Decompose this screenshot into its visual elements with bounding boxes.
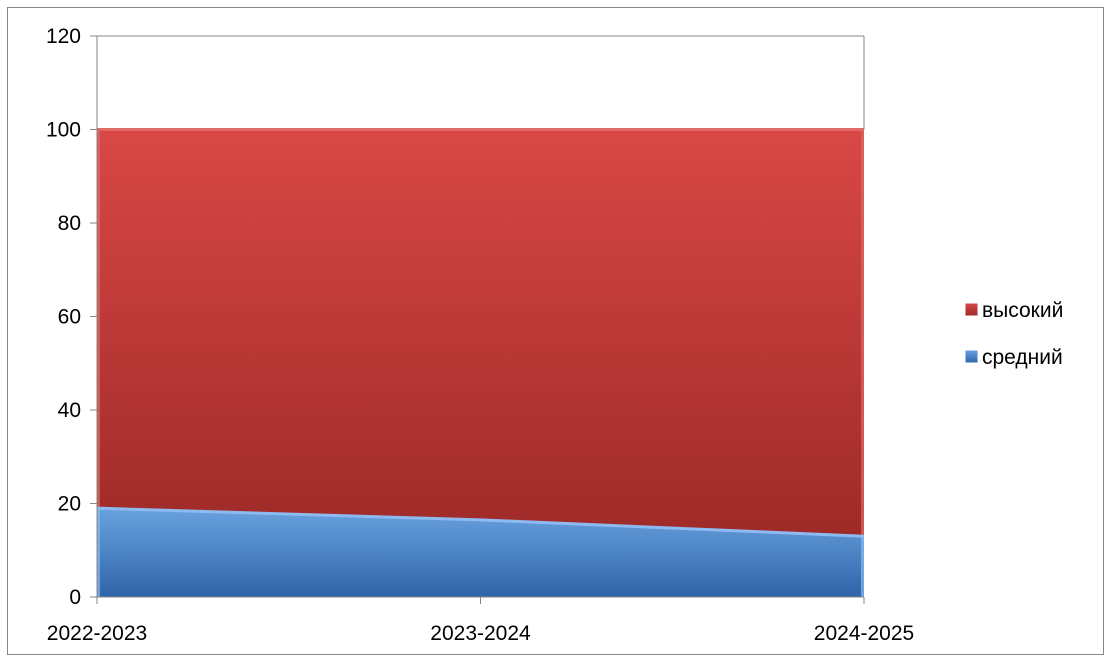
y-tick-label: 80 <box>58 212 81 235</box>
x-tick-label: 2022-2023 <box>47 622 147 645</box>
legend: высокий средний <box>964 299 1063 369</box>
x-tick-label: 2024-2025 <box>814 622 914 645</box>
x-tick-label: 2023-2024 <box>430 622 531 645</box>
legend-swatch <box>964 302 979 317</box>
y-tick-label: 60 <box>58 306 81 329</box>
area-series-vysokiy <box>97 129 864 537</box>
legend-label: высокий <box>982 299 1063 322</box>
area-series-sredniy <box>97 508 864 597</box>
area-edge-sredniy <box>96 506 865 538</box>
y-tick-label: 100 <box>46 119 81 142</box>
legend-swatch <box>964 349 979 364</box>
chart-area: 0 20 40 60 80 100 120 2022-2023 2023-2024 2024-20… <box>7 7 1104 655</box>
y-tick-label: 0 <box>69 586 81 609</box>
y-tick-label: 120 <box>46 25 81 48</box>
axes-layer: 0 20 40 60 80 100 120 2022-2023 2023-2024 2024-20… <box>46 25 914 645</box>
legend-label: средний <box>982 346 1063 369</box>
areas-layer <box>96 128 865 597</box>
y-tick-label: 40 <box>58 399 81 422</box>
stacked-area-chart: 0 20 40 60 80 100 120 2022-2023 2023-2024 2024-20… <box>46 25 1063 645</box>
y-tick-label: 20 <box>58 493 81 516</box>
